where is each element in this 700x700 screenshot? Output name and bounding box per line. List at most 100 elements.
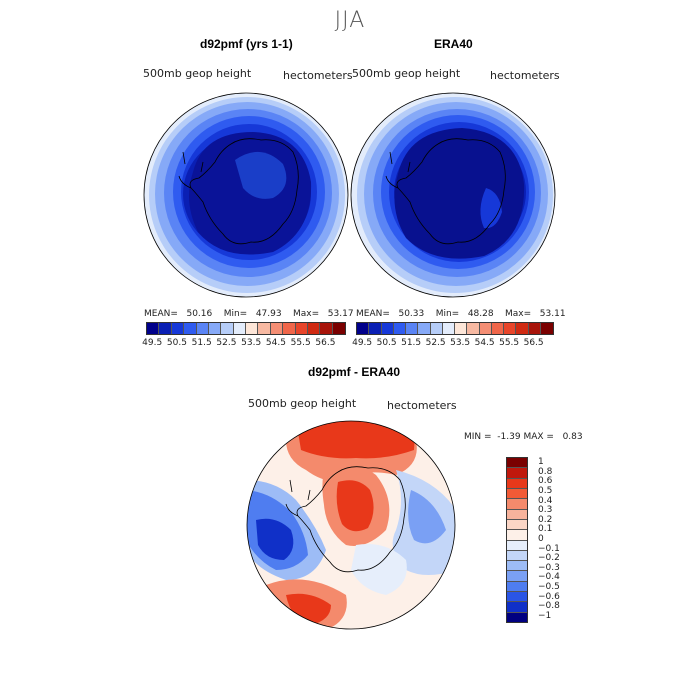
colorbar-swatch [246,323,259,334]
colorbar-swatch [221,323,234,334]
colorbar-swatch [283,323,296,334]
colorbar-swatch [307,323,321,334]
colorbar-swatch [528,323,541,334]
colorbar-swatch [184,323,197,334]
colorbar-swatch [147,323,160,334]
colorbar-swatch [369,323,382,334]
model-panel-title: d92pmf (yrs 1-1) [200,37,293,51]
diff-variable-label: 500mb geop height [248,397,357,410]
model-colorbar-ticks: 49.5 50.5 51.5 52.5 53.5 54.5 55.5 56.5 [142,338,344,350]
colorbar-swatch [507,499,527,510]
obs-variable-label: 500mb geop height [352,67,461,80]
colorbar-swatch [430,323,443,334]
colorbar-tick-label: 52.5 [216,338,237,348]
colorbar-level-label: 1 [538,457,544,468]
colorbar-swatch [540,323,553,334]
colorbar-tick-label: 54.5 [474,338,495,348]
colorbar-tick-label: 55.5 [290,338,311,348]
colorbar-level-label: −0.8 [538,601,560,612]
colorbar-swatch [171,323,185,334]
obs-panel-title: ERA40 [434,37,473,51]
model-units-label: hectometers [283,69,353,82]
colorbar-swatch [507,571,527,582]
obs-colorbar-ticks: 49.5 50.5 51.5 52.5 53.5 54.5 55.5 56.5 [352,338,552,350]
colorbar-level-label: −0.5 [538,582,560,593]
colorbar-tick-label: 52.5 [425,338,446,348]
obs-stats: MEAN= 50.33 Min= 48.28 Max= 53.11 [356,309,566,319]
colorbar-level-label: 0.2 [538,514,553,525]
colorbar-swatch [270,323,284,334]
colorbar-swatch [381,323,394,334]
colorbar-tick-label: 56.5 [315,338,336,348]
model-colorbar [146,322,346,335]
colorbar-level-label: 0.1 [538,524,553,535]
colorbar-swatch [507,592,527,603]
colorbar-swatch [258,323,271,334]
colorbar-swatch [507,581,527,593]
colorbar-swatch [233,323,246,334]
colorbar-level-label: −0.6 [538,591,560,602]
colorbar-swatch [442,323,455,334]
colorbar-swatch [406,323,419,334]
colorbar-swatch [507,612,527,622]
colorbar-swatch [507,478,527,489]
colorbar-tick-label: 49.5 [142,338,163,348]
colorbar-swatch [357,323,370,334]
colorbar-swatch [516,323,529,334]
colorbar-level-label: 0.8 [538,466,553,477]
colorbar-level-label: −1 [538,610,552,621]
colorbar-tick-label: 56.5 [523,338,544,348]
colorbar-tick-label: 53.5 [450,338,471,348]
diff-polar-map [246,420,456,630]
colorbar-swatch [196,323,209,334]
colorbar-tick-label: 50.5 [166,338,187,348]
colorbar-level-label: −0.4 [538,572,560,583]
colorbar-level-label: 0.5 [538,485,553,496]
colorbar-level-label: −0.1 [538,543,560,554]
colorbar-swatch [507,458,527,469]
colorbar-swatch [332,323,345,334]
colorbar-swatch [418,323,431,334]
colorbar-swatch [507,540,527,551]
diff-colorbar-labels: 1 0.8 0.6 0.5 0.4 0.3 0.2 0.1 0 −0.1 −0.2 −0.3 −0.4−… [538,457,578,621]
colorbar-swatch [507,488,527,500]
model-variable-label: 500mb geop height [143,67,252,80]
colorbar-tick-label: 55.5 [499,338,520,348]
model-polar-map [143,92,349,298]
colorbar-swatch [159,323,172,334]
colorbar-swatch [295,323,308,334]
colorbar-swatch [507,550,527,562]
colorbar-swatch [208,323,222,334]
colorbar-swatch [504,323,517,334]
obs-units-label: hectometers [490,69,560,82]
colorbar-level-label: 0.4 [538,495,553,506]
colorbar-swatch [507,519,527,531]
colorbar-tick-label: 53.5 [241,338,262,348]
colorbar-swatch [491,323,504,334]
colorbar-swatch [467,323,480,334]
colorbar-tick-label: 51.5 [191,338,212,348]
model-stats: MEAN= 50.16 Min= 47.93 Max= 53.17 [144,309,354,319]
colorbar-tick-label: 54.5 [265,338,286,348]
colorbar-tick-label: 51.5 [401,338,422,348]
season-title: JJA [334,8,366,33]
diff-panel-title: d92pmf - ERA40 [308,365,401,379]
diff-stats: MIN = -1.39 MAX = 0.83 [464,432,583,442]
colorbar-tick-label: 49.5 [352,338,373,348]
obs-colorbar [356,322,554,335]
colorbar-swatch [455,323,468,334]
colorbar-level-label: 0.3 [538,505,553,516]
colorbar-swatch [507,509,527,520]
diff-units-label: hectometers [387,399,457,412]
colorbar-swatch [320,323,333,334]
colorbar-level-label: 0 [538,534,544,544]
colorbar-swatch [507,602,527,613]
colorbar-tick-label: 50.5 [376,338,397,348]
colorbar-swatch [507,561,527,572]
colorbar-swatch [479,323,492,334]
colorbar-level-label: 0.6 [538,476,553,487]
colorbar-swatch [507,468,527,479]
colorbar-swatch [507,530,527,541]
obs-polar-map [350,92,556,298]
colorbar-level-label: −0.2 [538,553,560,564]
